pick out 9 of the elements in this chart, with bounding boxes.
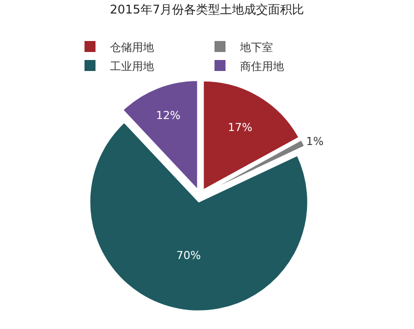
data-label: 70% bbox=[176, 248, 201, 262]
chart-title: 2015年7月份各类型土地成交面积比 bbox=[110, 2, 304, 16]
legend-label: 商住用地 bbox=[240, 60, 284, 73]
legend-label: 仓储用地 bbox=[110, 40, 154, 54]
data-label: 1% bbox=[306, 135, 324, 148]
legend-label: 工业用地 bbox=[110, 60, 154, 73]
data-label: 12% bbox=[156, 108, 180, 122]
legend-label: 地下室 bbox=[239, 40, 273, 54]
data-label: 17% bbox=[228, 121, 252, 134]
